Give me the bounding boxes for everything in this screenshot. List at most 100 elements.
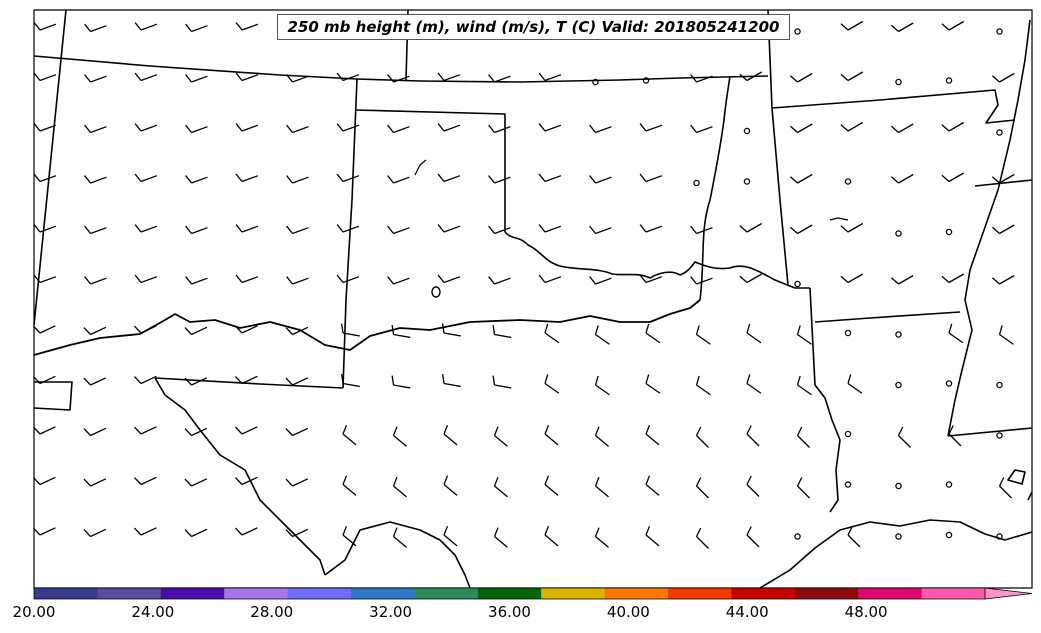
wind-barb-shaft (494, 176, 511, 184)
wind-barb-shaft (241, 325, 258, 334)
wind-barb-shaft (292, 528, 309, 538)
wind-barb-shaft (696, 485, 709, 499)
wind-barb-flag (83, 377, 91, 386)
wind-barb-flag (185, 276, 193, 285)
wind-barb-flag (33, 477, 41, 485)
wind-barb-flag (235, 426, 243, 435)
wind-barb-shaft (443, 74, 461, 82)
wind-barb-flag (84, 124, 92, 133)
wind-barb-shaft (191, 326, 208, 336)
wind-barb-flag (639, 274, 647, 283)
wind-barb-shaft (898, 435, 911, 448)
wind-barb-shaft (443, 433, 458, 446)
wind-barb-shaft (999, 485, 1012, 499)
wind-barb-flag (83, 529, 91, 537)
wind-barb-flag (645, 525, 651, 536)
wind-barb-shaft (948, 332, 964, 344)
wind-barb-flag (538, 224, 546, 233)
wind-barb-flag (286, 175, 294, 184)
calm-wind-marker (996, 381, 1003, 389)
wind-barb-shaft (393, 227, 410, 235)
wind-barb-shaft (696, 384, 711, 396)
wind-barb-shaft (140, 426, 157, 435)
wind-barb-shaft (847, 71, 864, 82)
wind-barb-flag (134, 376, 142, 384)
wind-barb-shaft (393, 126, 410, 134)
border-arkansas-south (814, 311, 961, 323)
colorbar-segment (34, 588, 98, 599)
wind-barb-shaft (90, 75, 107, 83)
wind-barb-flag (493, 476, 499, 487)
wind-barb-flag (589, 225, 597, 234)
wind-barb-flag (286, 124, 294, 133)
wind-barb-shaft (191, 528, 208, 538)
calm-wind-marker (642, 77, 650, 84)
calm-wind-marker (693, 179, 700, 187)
colorbar-segment (668, 588, 732, 599)
wind-barb-shaft (797, 224, 813, 235)
wind-barb-flag (342, 475, 348, 485)
wind-barb-flag (746, 425, 752, 435)
wind-barb-flag (235, 376, 243, 384)
wind-barb-flag (488, 276, 496, 285)
wind-barb-shaft (241, 225, 259, 233)
wind-barb-shaft (847, 222, 864, 233)
wind-barb-flag (645, 424, 651, 435)
wind-barb-flag (544, 424, 550, 435)
wind-barb-shaft (595, 277, 612, 285)
wind-barb-flag (134, 274, 142, 283)
wind-barb-flag (544, 475, 550, 485)
calm-wind-marker (895, 381, 902, 389)
border-nm-west (33, 9, 67, 326)
wind-barb-flag (695, 477, 702, 487)
wind-barb-flag (235, 123, 243, 132)
border-missouri-south (771, 89, 1016, 124)
colorbar-segment (921, 588, 986, 599)
wind-barb-flag (789, 176, 798, 184)
wind-barb-flag (493, 426, 499, 436)
calm-wind-marker (895, 482, 902, 490)
calm-wind-marker (844, 481, 852, 488)
wind-barb-flag (342, 525, 348, 536)
wind-barb-flag (991, 75, 1000, 83)
wind-barb-flag (437, 224, 445, 233)
wind-barb-shaft (39, 426, 56, 435)
wind-barb-flag (739, 275, 748, 283)
height-contour (33, 299, 701, 356)
wind-barb-flag (437, 123, 445, 132)
colorbar-tick-label: 24.00 (131, 603, 175, 621)
wind-barb-flag (941, 174, 950, 182)
wind-barb-shaft (494, 485, 508, 498)
wind-barb-flag (594, 325, 599, 335)
wind-barb-shaft (443, 484, 458, 496)
border-texas-west (154, 377, 326, 576)
wind-barb-flag (789, 75, 798, 83)
wind-barb-flag (84, 175, 92, 184)
wind-barb-shaft (746, 273, 763, 284)
wind-barb-flag (185, 74, 193, 83)
wind-barb-flag (695, 527, 702, 537)
wind-barb-flag (639, 224, 647, 233)
wind-barb-flag (492, 375, 496, 386)
wind-barb-flag (286, 225, 294, 234)
wind-barb-flag (746, 526, 752, 536)
calm-wind-marker (743, 127, 751, 135)
colorbar-tick-label: 36.00 (488, 603, 531, 621)
wind-barb-flag (840, 23, 849, 31)
wind-barb-flag (235, 477, 243, 485)
wind-barb-flag (746, 374, 751, 384)
gulf-coast (759, 519, 1033, 589)
wind-barb-shaft (140, 175, 158, 183)
border-nm-south (154, 377, 344, 389)
wind-barb-flag (991, 176, 1000, 184)
wind-barb-shaft (90, 25, 107, 33)
wind-barb-shaft (847, 273, 864, 284)
colorbar (33, 587, 1033, 600)
wind-barb-flag (235, 274, 243, 283)
wind-barb-shaft (797, 72, 813, 83)
wind-barb-shaft (797, 435, 810, 448)
wind-barb-flag (890, 24, 899, 32)
wind-barb-flag (739, 73, 748, 81)
wind-barb-shaft (342, 332, 360, 337)
wind-barb-shaft (393, 435, 407, 447)
